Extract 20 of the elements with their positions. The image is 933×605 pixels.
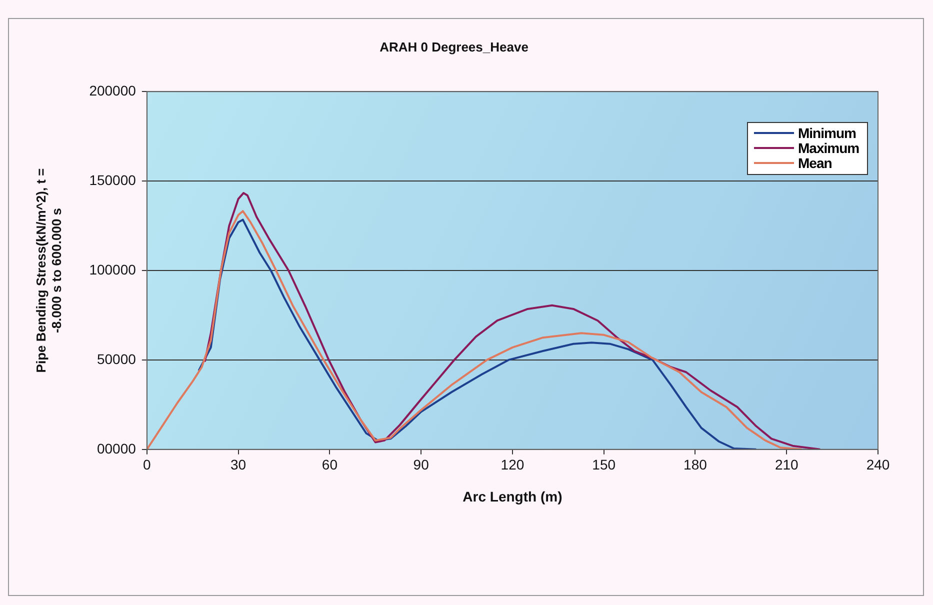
x-tick-label: 120 — [500, 456, 524, 473]
x-tick-label: 180 — [684, 456, 708, 473]
x-tick-label: 210 — [774, 456, 799, 473]
legend-label: Minimum — [798, 124, 856, 141]
x-tick-label: 0 — [143, 456, 152, 473]
y-tick-label: 200000 — [89, 82, 136, 98]
x-axis-title: Arc Length (m) — [462, 488, 562, 504]
legend-label: Maximum — [798, 140, 860, 156]
x-tick-label: 150 — [592, 456, 616, 473]
x-tick-label: 60 — [322, 456, 338, 473]
chart-title: ARAH 0 Degrees_Heave — [380, 39, 528, 54]
y-tick-label: 150000 — [89, 172, 136, 188]
y-tick-label: 00000 — [96, 440, 136, 456]
y-axis-title: Pipe Bending Stress(kN/m^2), t = -8.000 s to 600.000 s — [33, 168, 64, 373]
legend-label: Mean — [798, 154, 832, 171]
x-tick-label: 30 — [230, 456, 246, 473]
y-tick-label: 100000 — [89, 261, 136, 278]
x-tick-label: 240 — [866, 456, 890, 473]
x-tick-label: 90 — [413, 456, 430, 473]
y-tick-label: 50000 — [96, 350, 136, 367]
